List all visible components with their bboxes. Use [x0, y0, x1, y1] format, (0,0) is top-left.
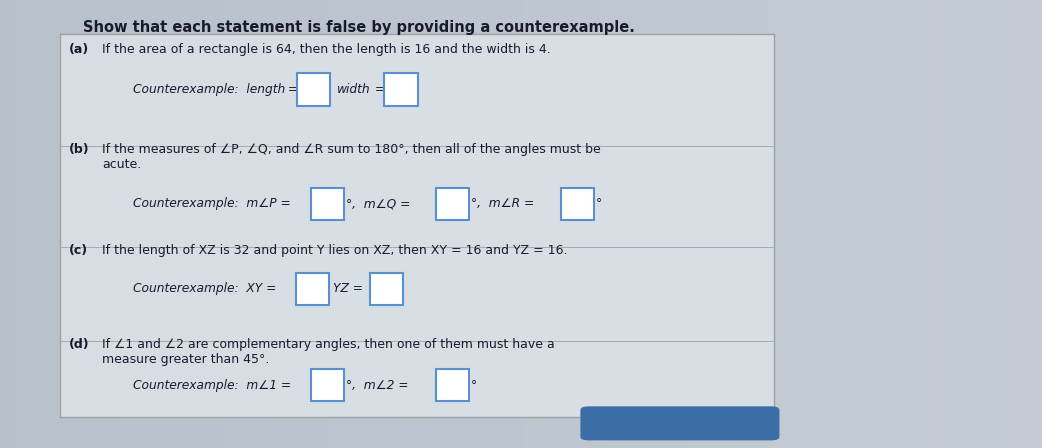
FancyBboxPatch shape	[384, 73, 418, 106]
Text: =: =	[375, 83, 386, 96]
Text: If the area of a rectangle is 64, then the length is 16 and the width is 4.: If the area of a rectangle is 64, then t…	[102, 43, 551, 56]
Text: Show that each statement is false by providing a counterexample.: Show that each statement is false by pro…	[83, 20, 636, 35]
Text: If the measures of ∠P, ∠Q, and ∠R sum to 180°, then all of the angles must be
ac: If the measures of ∠P, ∠Q, and ∠R sum to…	[102, 143, 601, 171]
FancyBboxPatch shape	[297, 73, 330, 106]
Text: width: width	[337, 83, 370, 96]
Text: If the length of XZ is 32 and point Y lies on XZ, then XY = 16 and YZ = 16.: If the length of XZ is 32 and point Y li…	[102, 244, 568, 257]
Text: °: °	[471, 379, 477, 392]
FancyBboxPatch shape	[561, 188, 594, 220]
Text: (d): (d)	[69, 338, 90, 351]
FancyBboxPatch shape	[436, 188, 469, 220]
Text: (b): (b)	[69, 143, 90, 156]
FancyBboxPatch shape	[436, 369, 469, 401]
FancyBboxPatch shape	[580, 406, 779, 440]
Text: Counterexample:  m∠P =: Counterexample: m∠P =	[133, 197, 291, 211]
Text: YZ =: YZ =	[333, 282, 364, 296]
FancyBboxPatch shape	[311, 188, 344, 220]
FancyBboxPatch shape	[370, 273, 403, 305]
Text: Counterexample:  length: Counterexample: length	[133, 83, 286, 96]
Text: °,  m∠2 =: °, m∠2 =	[346, 379, 408, 392]
Text: (a): (a)	[69, 43, 89, 56]
FancyBboxPatch shape	[311, 369, 344, 401]
Text: (c): (c)	[69, 244, 88, 257]
Text: Counterexample:  m∠1 =: Counterexample: m∠1 =	[133, 379, 292, 392]
Text: If ∠1 and ∠2 are complementary angles, then one of them must have a
measure grea: If ∠1 and ∠2 are complementary angles, t…	[102, 338, 555, 366]
FancyBboxPatch shape	[296, 273, 329, 305]
Text: °: °	[596, 197, 602, 211]
Text: °,  m∠R =: °, m∠R =	[471, 197, 535, 211]
Text: =: =	[288, 83, 298, 96]
FancyBboxPatch shape	[60, 34, 774, 417]
Text: °,  m∠Q =: °, m∠Q =	[346, 197, 411, 211]
Text: Counterexample:  XY =: Counterexample: XY =	[133, 282, 277, 296]
